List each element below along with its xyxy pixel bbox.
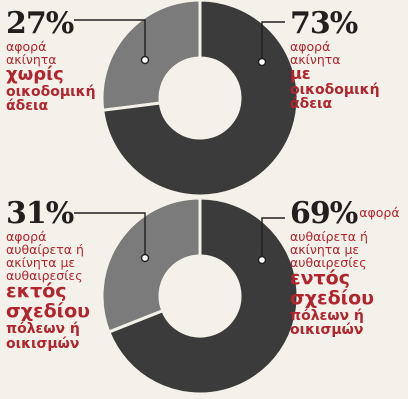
chart-1-leader-line (261, 21, 285, 62)
chart-2-right-line: αυθαιρεσίες (290, 254, 367, 270)
chart-1-left-bold-line: άδεια (6, 98, 49, 115)
chart-2-left-line: αυθαίρετα ή (6, 241, 84, 257)
chart-2-right-percentage: 69% (290, 196, 358, 231)
chart-1-slice-0 (100, 0, 202, 112)
chart-2-left-line: αφορά (6, 228, 47, 244)
chart-2-right-bold-line: πόλεων ή (290, 307, 364, 324)
chart-2-right-annotation: 69% αφορά αυθαίρετα ή ακίνητα με αυθαιρεσ… (290, 198, 400, 338)
chart-2-left-emphasis: εκτός (6, 280, 67, 302)
chart-1-left-bold-line: οικοδομική (6, 83, 96, 100)
chart-2-right-line: ακίνητα με (290, 241, 360, 257)
chart-1-right-line: αφορά (290, 38, 331, 54)
chart-2-leader-dot (257, 255, 267, 265)
chart-2-left-line: αυθαιρεσίες (6, 267, 83, 283)
chart-1-right-bold-line: άδεια (290, 96, 333, 113)
chart-2-leader-dot (140, 253, 150, 263)
chart-2-right-line: αφορά (359, 205, 400, 220)
chart-1-slice-1 (101, 0, 300, 198)
chart-1-leader-dot (257, 57, 267, 67)
chart-1-right-line: ακίνητα (290, 51, 341, 67)
chart-1-left-line: ακίνητα (6, 51, 57, 67)
chart-1-right-percentage: 73% (290, 6, 358, 41)
chart-2-right-emphasis: εντός (290, 266, 350, 289)
chart-2-right-line: αυθαίρετα ή (290, 228, 368, 244)
chart-1-leader-dot (140, 55, 150, 65)
chart-1-right-emphasis: με (290, 63, 311, 83)
chart-2-slice-1 (106, 198, 300, 396)
chart-1-left-percentage: 27% (6, 6, 74, 41)
chart-1-left-annotation: 27% αφορά ακίνητα χωρίς οικοδομική άδεια (6, 8, 96, 114)
chart-2-leader-line (261, 217, 285, 260)
chart-1-right-annotation: 73% αφορά ακίνητα με οικοδομική άδεια (290, 8, 380, 112)
donut-chart-2 (74, 198, 300, 396)
chart-2-left-emphasis: σχεδίου (6, 299, 90, 322)
chart-1-building-permit: 27% αφορά ακίνητα χωρίς οικοδομική άδεια… (6, 0, 380, 198)
chart-2-left-bold-line: οικισμών (6, 335, 80, 352)
chart-1-leader-line (74, 19, 146, 60)
chart-2-left-percentage: 31% (6, 196, 74, 231)
chart-2-left-bold-line: πόλεων ή (6, 320, 80, 337)
chart-2-urban-plan: 31% αφορά αυθαίρετα ή ακίνητα με αυθαιρε… (0, 198, 408, 398)
chart-2-leader-line (74, 212, 146, 258)
chart-1-left-emphasis: χωρίς (6, 63, 64, 85)
chart-2-right-bold-line: οικισμών (290, 322, 364, 339)
chart-2-left-line: ακίνητα με (6, 254, 76, 270)
donut-chart-1 (74, 0, 300, 198)
chart-2-right-emphasis: σχεδίου (290, 286, 374, 309)
chart-2-slice-0 (100, 198, 202, 335)
chart-2-left-annotation: 31% αφορά αυθαίρετα ή ακίνητα με αυθαιρε… (6, 198, 90, 351)
chart-1-right-bold-line: οικοδομική (290, 81, 380, 98)
chart-1-left-line: αφορά (6, 38, 47, 54)
